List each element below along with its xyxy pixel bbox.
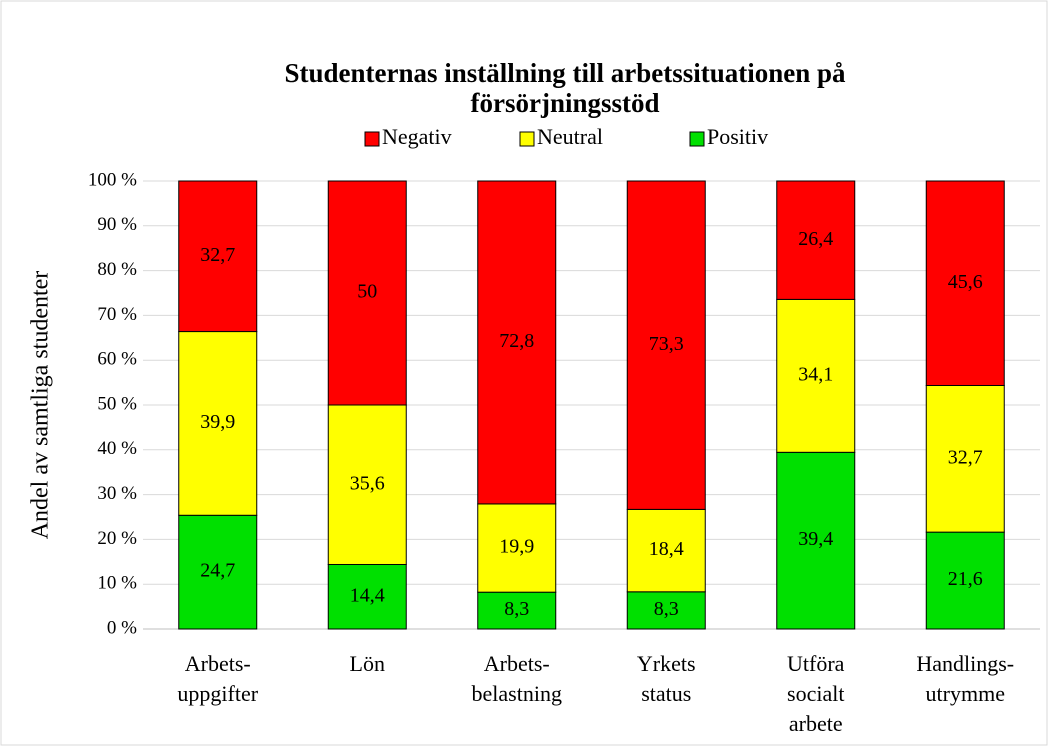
bar-segment xyxy=(327,563,407,630)
data-label: 8,3 xyxy=(504,598,529,620)
data-label: 45,6 xyxy=(948,271,983,293)
bar-segment xyxy=(477,180,557,505)
data-label: 50 xyxy=(357,281,377,303)
data-label: 32,7 xyxy=(200,244,235,266)
chart-title: Studenternas inställning till arbetssitu… xyxy=(284,58,846,88)
x-tick-label: status xyxy=(641,681,691,706)
x-tick-label: Handlings- xyxy=(916,651,1014,676)
data-label: 35,6 xyxy=(350,472,385,494)
data-label: 24,7 xyxy=(200,560,235,582)
x-tick-label: Utföra xyxy=(787,651,845,676)
data-label: 32,7 xyxy=(948,446,983,468)
y-tick-label: 70 % xyxy=(97,304,137,325)
x-tick-label: uppgifter xyxy=(177,681,258,706)
data-label: 19,9 xyxy=(499,536,534,558)
bar-segment xyxy=(178,514,258,630)
x-tick-label: Lön xyxy=(350,651,385,676)
bar-segment xyxy=(626,180,706,510)
data-label: 26,4 xyxy=(798,228,833,250)
chart-title: försörjningsstöd xyxy=(470,88,659,118)
y-axis-label: Andel av samtliga studenter xyxy=(28,271,54,540)
bar-segment xyxy=(776,451,856,630)
x-tick-label: Yrkets xyxy=(637,651,696,676)
x-tick-label: Arbets- xyxy=(484,651,550,676)
bar-segment xyxy=(925,384,1005,533)
legend-swatch xyxy=(689,131,705,147)
bar-segment xyxy=(626,508,706,593)
y-tick-label: 20 % xyxy=(97,528,137,549)
bar-segment xyxy=(776,298,856,453)
legend-swatch xyxy=(364,131,380,147)
x-tick-label: socialt xyxy=(787,681,844,706)
legend-label: Negativ xyxy=(382,124,452,149)
data-label: 14,4 xyxy=(350,584,385,606)
x-tick-label: utrymme xyxy=(926,681,1005,706)
data-label: 39,4 xyxy=(798,528,833,550)
data-label: 34,1 xyxy=(798,363,833,385)
y-tick-label: 30 % xyxy=(97,483,137,504)
y-tick-label: 60 % xyxy=(97,349,137,370)
x-tick-label: Arbets- xyxy=(185,651,251,676)
y-tick-label: 40 % xyxy=(97,438,137,459)
y-tick-label: 100 % xyxy=(88,169,137,190)
data-label: 73,3 xyxy=(649,333,684,355)
y-tick-label: 90 % xyxy=(97,214,137,235)
legend-label: Neutral xyxy=(537,124,603,149)
y-tick-label: 80 % xyxy=(97,259,137,280)
bar-segment xyxy=(477,591,557,630)
data-label: 18,4 xyxy=(649,538,684,560)
data-label: 8,3 xyxy=(654,598,679,620)
data-label: 39,9 xyxy=(200,411,235,433)
legend-swatch xyxy=(519,131,535,147)
bar-segment xyxy=(925,180,1005,386)
bar-segment xyxy=(178,180,258,333)
x-tick-label: arbete xyxy=(789,711,843,736)
y-tick-label: 10 % xyxy=(97,573,137,594)
bar-segment xyxy=(327,180,407,406)
bar-segment xyxy=(776,180,856,300)
x-tick-label: belastning xyxy=(472,681,562,706)
legend-label: Positiv xyxy=(707,124,768,149)
y-tick-label: 0 % xyxy=(107,617,137,638)
data-label: 21,6 xyxy=(948,568,983,590)
bar-segment xyxy=(327,404,407,565)
y-tick-label: 50 % xyxy=(97,393,137,414)
bar-segment xyxy=(925,531,1005,630)
bar-segment xyxy=(626,591,706,630)
data-label: 72,8 xyxy=(499,330,534,352)
